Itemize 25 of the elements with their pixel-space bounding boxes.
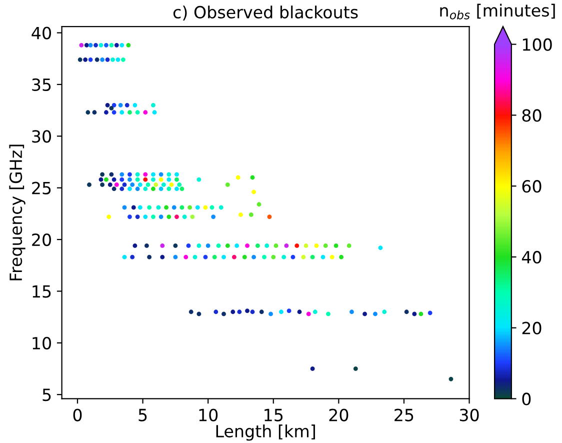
y-tick-label: 30 [32, 130, 51, 143]
y-tick-label: 25 [32, 182, 51, 194]
x-tick-label: 25 [394, 408, 414, 422]
x-tick-label: 10 [199, 408, 218, 422]
x-tick-label: 20 [329, 408, 348, 422]
color-bar-label: 80 [522, 109, 542, 122]
color-bar-label: 100 [522, 38, 552, 51]
color-bar-label: 40 [522, 250, 542, 264]
color-bar-title: n$_{obs}$ [minutes] [440, 4, 555, 20]
y-tick-label: 10 [32, 336, 51, 350]
y-tick-label: 15 [32, 285, 51, 298]
chart-title: c) Observed blackouts [173, 6, 358, 20]
x-tick-label: 0 [73, 408, 82, 422]
y-tick-label: 20 [32, 233, 51, 246]
x-tick-label: 30 [460, 408, 479, 422]
x-tick-label: 15 [264, 408, 283, 422]
y-tick-label: 5 [42, 388, 51, 402]
color-bar-label: 60 [522, 180, 542, 193]
x-tick-label: 5 [138, 408, 147, 422]
x-axis-title: Length [km] [216, 424, 315, 441]
y-axis-title: Frequency [GHz] [9, 144, 26, 280]
color-bar-label: 0 [522, 392, 531, 406]
y-tick-label: 35 [32, 78, 51, 92]
color-bar-label: 20 [522, 322, 542, 334]
y-tick-label: 40 [32, 26, 51, 40]
